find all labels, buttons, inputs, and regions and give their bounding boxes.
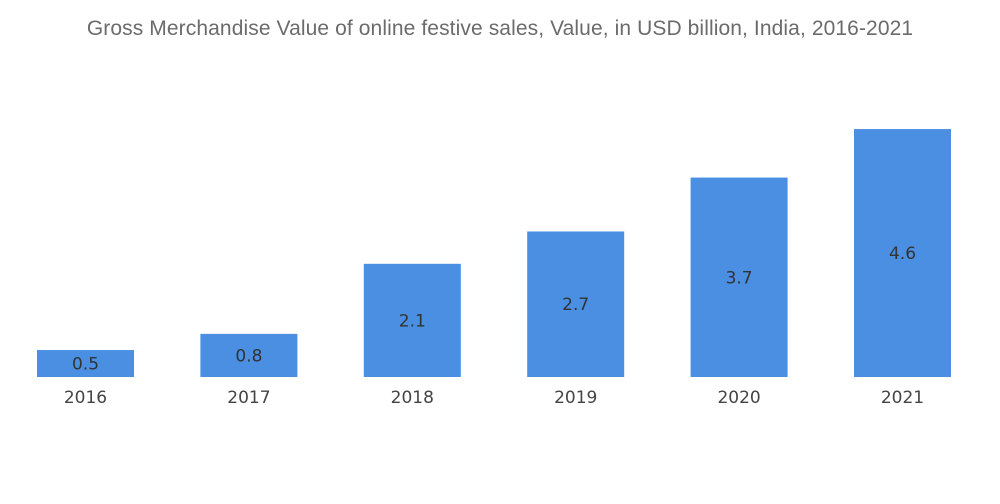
bar-2020	[690, 177, 788, 377]
bar-2018	[363, 263, 461, 377]
x-tick-label: 2018	[391, 388, 434, 408]
data-label: 2.1	[399, 311, 426, 331]
data-label: 2.7	[562, 295, 589, 315]
data-label: 4.6	[889, 244, 916, 264]
bar-2016	[37, 350, 134, 377]
bar-2017	[200, 333, 298, 377]
x-tick-label: 2016	[64, 388, 107, 408]
x-tick-label: 2021	[881, 388, 924, 408]
data-label: 3.7	[726, 268, 753, 288]
chart-title: Gross Merchandise Value of online festiv…	[86, 17, 914, 40]
bar-2021	[854, 129, 951, 377]
data-label: 0.5	[72, 355, 99, 375]
x-tick-label: 2020	[717, 388, 760, 408]
bar-2019	[527, 231, 625, 377]
data-label: 0.8	[235, 346, 262, 366]
x-tick-label: 2019	[554, 388, 597, 408]
x-tick-label: 2017	[227, 388, 270, 408]
